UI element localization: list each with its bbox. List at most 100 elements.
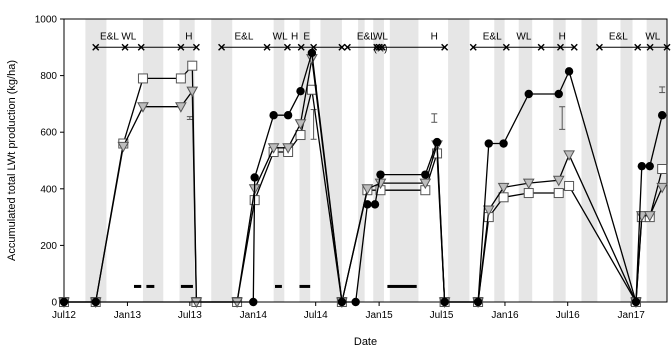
phase-label: E (303, 31, 310, 42)
data-point (267, 143, 280, 154)
data-point (482, 205, 495, 217)
phase-x-stroke (634, 43, 642, 51)
data-point (137, 102, 149, 113)
data-point (294, 119, 307, 130)
data-point (269, 111, 278, 120)
error-bar (659, 86, 666, 94)
data-point (419, 178, 432, 190)
phase-x-stroke (537, 43, 545, 51)
phase-x-stroke (92, 43, 100, 51)
phase-x-stroke (373, 43, 381, 51)
data-point (361, 184, 374, 195)
data-point (523, 188, 534, 199)
phase-label: E&L (483, 31, 502, 42)
phase-x-stroke (378, 43, 386, 51)
data-point (351, 297, 360, 307)
shaded-period (358, 19, 365, 302)
data-point (563, 150, 575, 161)
phase-x-stroke (646, 43, 654, 51)
shaded-period (142, 19, 164, 302)
phase-x-stroke (343, 43, 351, 51)
data-point (553, 188, 564, 199)
x-tick-label: Jul12 (52, 310, 76, 321)
data-point (370, 200, 380, 209)
shaded-period (373, 19, 384, 302)
data-point (645, 161, 654, 171)
x-axis-title: Date (354, 336, 377, 347)
data-point (117, 141, 130, 153)
phase-x-stroke (192, 43, 200, 51)
x-tick-label: Jul15 (430, 310, 454, 321)
data-point (337, 297, 347, 307)
data-point (554, 89, 563, 99)
phase-x-marker (373, 43, 381, 51)
data-point (282, 143, 294, 154)
phase-x-stroke (338, 43, 346, 51)
x-tick-label: Jan13 (114, 310, 142, 321)
data-point (249, 297, 258, 307)
phase-x-marker (570, 43, 578, 51)
y-tick-label: 0 (51, 298, 57, 309)
phase-label: WL (273, 31, 288, 42)
phase-x-marker (218, 43, 226, 51)
phase-x-stroke (502, 43, 510, 51)
phase-x-marker (263, 43, 271, 51)
phase-x-marker (646, 43, 654, 51)
data-point (484, 139, 493, 148)
phase-label: WL (645, 31, 660, 42)
shaded-period (620, 19, 633, 302)
phase-x-marker (343, 43, 351, 51)
phase-label: H (291, 31, 298, 42)
data-point (59, 297, 69, 307)
error-bar (431, 113, 438, 123)
shaded-period (494, 19, 505, 302)
y-axis: 0 200 400 600 800 1000 (35, 15, 64, 309)
phase-x-stroke (663, 43, 671, 51)
data-point (497, 182, 510, 194)
data-point (421, 170, 430, 179)
data-series (58, 48, 669, 309)
data-point (498, 192, 509, 203)
phase-markers: E&L WL H E&L WL H E E&LWL(H)H E&L WL H E&L WL (92, 31, 671, 54)
shaded-period (299, 19, 311, 302)
data-point (307, 48, 317, 58)
phase-x-marker (338, 43, 346, 51)
black-bar (387, 284, 417, 288)
shaded-period (646, 19, 667, 302)
phase-x-stroke (283, 43, 291, 51)
shaded-period (581, 19, 598, 302)
shaded-period (273, 19, 285, 302)
error-bars (186, 86, 666, 140)
phase-x-marker (556, 43, 564, 51)
data-point (631, 297, 641, 307)
black-bar (146, 284, 155, 288)
data-point (643, 211, 656, 222)
phase-x-stroke (570, 43, 578, 51)
shaded-periods (85, 19, 667, 302)
data-point (473, 297, 483, 307)
phase-label: WL (121, 31, 136, 42)
data-point (432, 137, 442, 147)
error-bar (186, 116, 193, 120)
data-point (499, 139, 508, 148)
phase-x-marker (283, 43, 291, 51)
y-tick-label: 400 (40, 184, 57, 195)
phase-x-marker (634, 43, 642, 51)
error-bar (310, 109, 317, 140)
y-tick-label: 800 (40, 71, 57, 82)
phase-x-stroke (441, 43, 449, 51)
phase-x-marker (92, 43, 100, 51)
phase-x-marker (595, 43, 603, 51)
x-tick-label: Jul14 (304, 310, 328, 321)
data-point (137, 73, 148, 84)
phase-x-marker (121, 43, 129, 51)
shaded-period (448, 19, 470, 302)
phase-x-stroke (297, 43, 305, 51)
data-point (175, 73, 186, 84)
phase-label: WL (373, 31, 388, 42)
black-bar (274, 284, 282, 288)
phase-x-marker (177, 43, 185, 51)
x-tick-label: Jul13 (178, 310, 202, 321)
phase-x-stroke (177, 43, 185, 51)
black-bar (180, 284, 193, 288)
